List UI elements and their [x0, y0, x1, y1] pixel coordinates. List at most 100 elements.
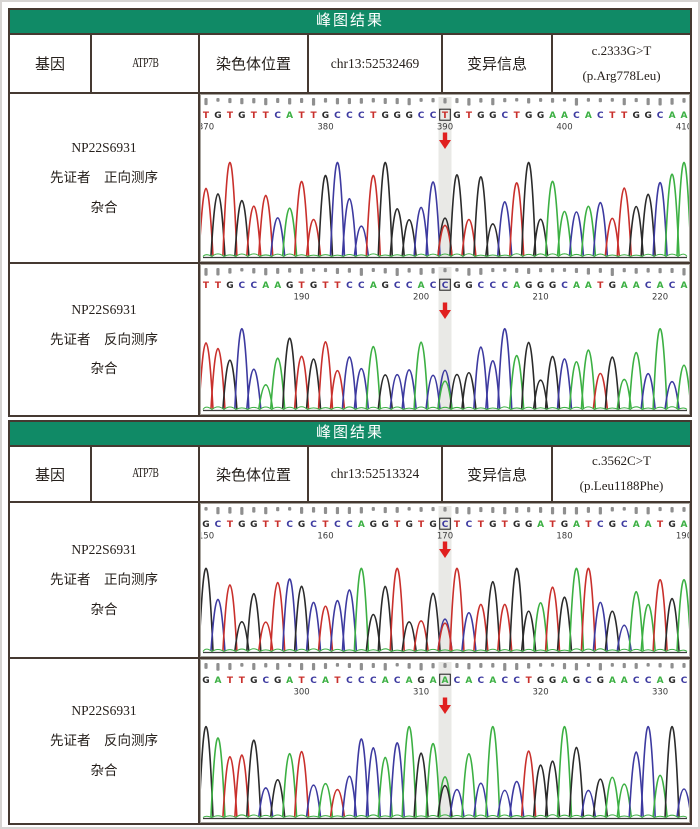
sample-info: NP22S6931 先证者 反向测序 杂合	[10, 264, 200, 415]
svg-text:410: 410	[676, 123, 689, 133]
svg-text:C: C	[501, 111, 508, 121]
svg-text:T: T	[597, 281, 604, 291]
svg-text:380: 380	[317, 123, 333, 133]
svg-text:G: G	[298, 520, 305, 530]
peak-result-section-1: 峰图结果 基因 ATP7B 染色体位置 chr13:52532469 变异信息 …	[8, 8, 692, 417]
svg-text:A: A	[274, 281, 281, 291]
svg-text:T: T	[227, 520, 234, 530]
svg-text:C: C	[394, 281, 401, 291]
svg-text:G: G	[573, 676, 580, 686]
variant-value: c.3562C>T (p.Leu1188Phe)	[553, 447, 690, 501]
chromosome-label: 染色体位置	[200, 447, 309, 501]
svg-text:200: 200	[413, 293, 429, 303]
svg-text:C: C	[430, 111, 437, 121]
svg-text:T: T	[454, 520, 461, 530]
svg-text:G: G	[417, 676, 424, 686]
svg-text:C: C	[310, 676, 317, 686]
svg-text:A: A	[214, 676, 221, 686]
svg-text:T: T	[418, 520, 425, 530]
svg-text:T: T	[526, 676, 533, 686]
gene-value: ATP7B	[92, 447, 200, 501]
svg-text:190: 190	[676, 532, 689, 542]
svg-text:C: C	[645, 281, 652, 291]
svg-text:C: C	[286, 520, 293, 530]
svg-text:G: G	[274, 676, 281, 686]
svg-text:T: T	[263, 111, 270, 121]
svg-text:C: C	[215, 520, 222, 530]
svg-text:G: G	[250, 520, 257, 530]
sample-id: NP22S6931	[71, 703, 137, 719]
variant-info-row: 基因 ATP7B 染色体位置 chr13:52532469 变异信息 c.233…	[10, 35, 690, 94]
svg-text:G: G	[226, 281, 233, 291]
variant-label: 变异信息	[443, 35, 553, 92]
svg-text:190: 190	[293, 293, 309, 303]
svg-text:C: C	[501, 676, 508, 686]
svg-text:T: T	[239, 676, 246, 686]
svg-text:A: A	[442, 676, 449, 686]
svg-text:C: C	[597, 520, 604, 530]
svg-text:C: C	[621, 520, 628, 530]
svg-text:C: C	[442, 520, 449, 530]
svg-text:G: G	[405, 520, 412, 530]
sample-id: NP22S6931	[71, 542, 137, 558]
svg-text:A: A	[513, 281, 520, 291]
zygosity: 杂合	[90, 762, 118, 778]
svg-text:G: G	[453, 111, 460, 121]
svg-text:A: A	[537, 520, 544, 530]
gene-label: 基因	[10, 447, 92, 501]
svg-text:A: A	[657, 676, 664, 686]
sample-description: 先证者 正向测序	[50, 170, 158, 186]
svg-text:G: G	[238, 111, 245, 121]
svg-text:G: G	[286, 281, 293, 291]
svg-text:C: C	[358, 111, 365, 121]
sample-id: NP22S6931	[71, 140, 137, 156]
svg-text:C: C	[645, 676, 652, 686]
svg-text:G: G	[382, 111, 389, 121]
sample-description: 先证者 反向测序	[50, 733, 158, 749]
svg-text:T: T	[203, 281, 210, 291]
svg-text:A: A	[561, 111, 568, 121]
svg-text:A: A	[322, 676, 329, 686]
svg-text:210: 210	[532, 293, 548, 303]
svg-text:T: T	[585, 520, 592, 530]
svg-text:T: T	[215, 281, 222, 291]
gene-symbol: ATP7B	[131, 55, 159, 71]
svg-text:G: G	[310, 281, 317, 291]
svg-text:T: T	[442, 111, 449, 121]
svg-text:T: T	[478, 520, 485, 530]
svg-text:T: T	[621, 111, 628, 121]
svg-text:A: A	[561, 676, 568, 686]
section-title: 峰图结果	[10, 10, 690, 35]
svg-text:T: T	[227, 111, 234, 121]
svg-text:A: A	[489, 676, 496, 686]
peak-result-section-2: 峰图结果 基因 ATP7B 染色体位置 chr13:52513324 变异信息 …	[8, 420, 692, 825]
svg-text:A: A	[621, 281, 628, 291]
svg-text:G: G	[394, 111, 401, 121]
svg-text:C: C	[513, 676, 520, 686]
svg-text:T: T	[299, 281, 306, 291]
svg-text:G: G	[489, 520, 496, 530]
svg-text:A: A	[681, 111, 688, 121]
variant-value: c.2333G>T (p.Arg778Leu)	[553, 35, 690, 92]
svg-text:C: C	[346, 111, 353, 121]
svg-text:C: C	[346, 676, 353, 686]
gene-value: ATP7B	[92, 35, 200, 92]
svg-text:C: C	[561, 281, 568, 291]
zygosity: 杂合	[90, 199, 118, 215]
svg-text:G: G	[561, 520, 568, 530]
sample-description: 先证者 正向测序	[50, 572, 158, 588]
svg-text:T: T	[609, 111, 616, 121]
svg-text:G: G	[477, 111, 484, 121]
svg-text:T: T	[334, 676, 341, 686]
variant-cdna: c.2333G>T	[591, 42, 652, 58]
svg-text:A: A	[358, 520, 365, 530]
variant-label: 变异信息	[443, 447, 553, 501]
svg-text:A: A	[669, 111, 676, 121]
svg-text:C: C	[597, 111, 604, 121]
